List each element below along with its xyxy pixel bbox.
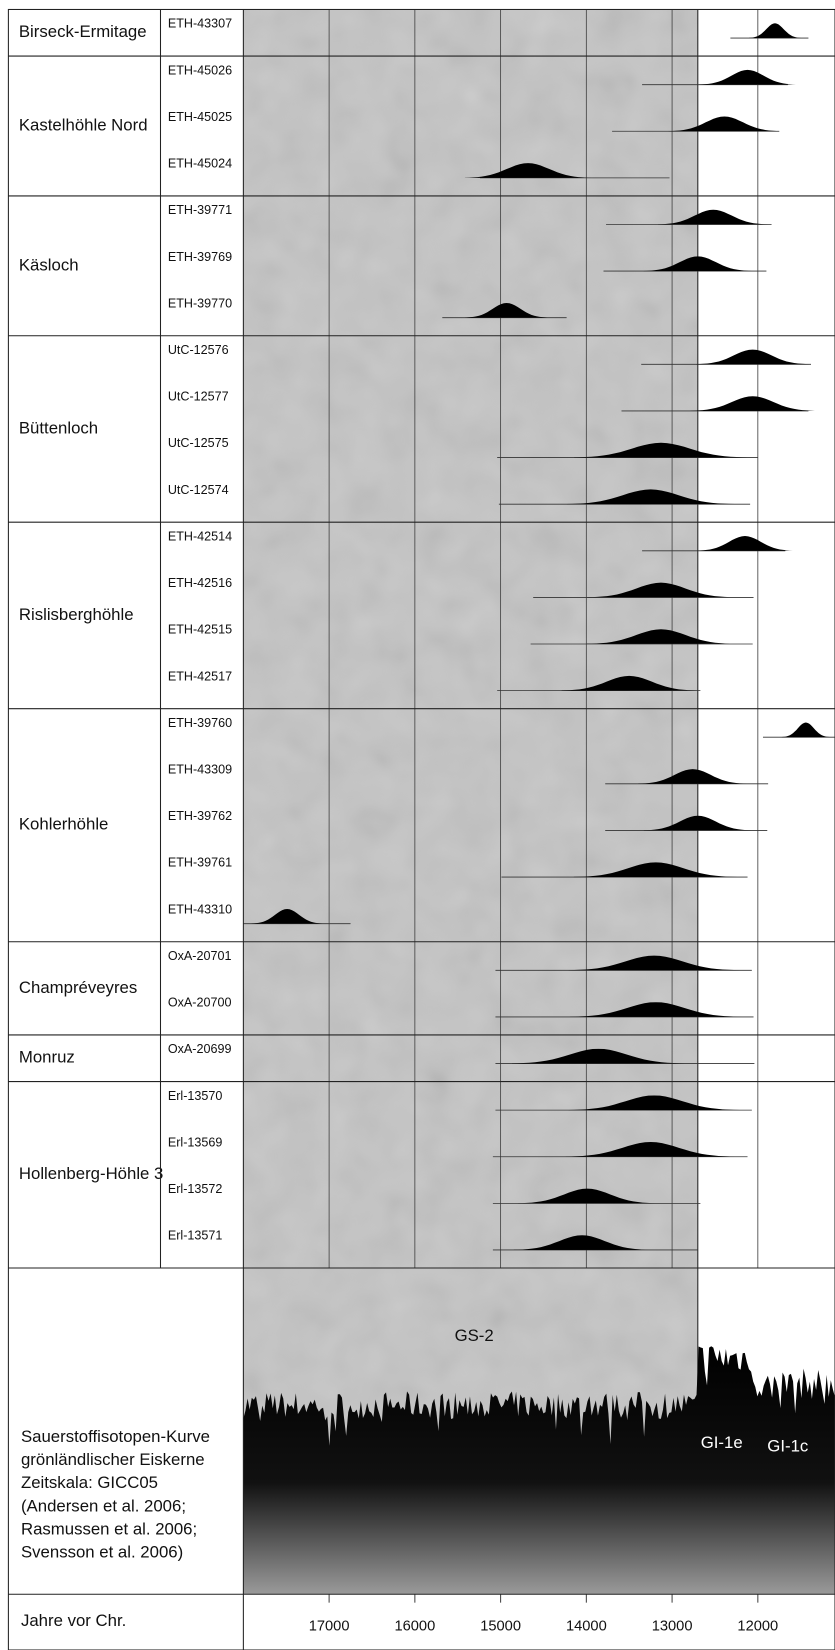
site-label: Kastelhöhle Nord: [19, 115, 148, 134]
sample-label: Erl-13571: [168, 1229, 223, 1243]
x-tick-label: 17000: [309, 1619, 350, 1635]
probability-peak: [565, 1142, 736, 1157]
site-label: Rislisberghöhle: [19, 605, 134, 624]
isotope-area: [243, 1346, 835, 1595]
sample-label: UtC-12576: [168, 343, 229, 357]
probability-peak: [569, 1002, 742, 1017]
sample-label: UtC-12577: [168, 390, 229, 404]
probability-peak: [251, 908, 323, 924]
probability-peak: [781, 722, 830, 738]
probability-peak: [643, 256, 753, 272]
sample-label: ETH-43307: [168, 17, 232, 31]
x-tick-label: 14000: [566, 1619, 607, 1635]
probability-peak: [513, 1235, 651, 1250]
probability-peak: [690, 396, 815, 411]
isotope-curve: [243, 1346, 835, 1595]
site-label: Hollenberg-Höhle 3: [19, 1164, 164, 1183]
sample-label: Erl-13572: [168, 1182, 223, 1196]
sample-label: ETH-45025: [168, 110, 232, 124]
probability-peak: [517, 1188, 657, 1204]
sample-label: ETH-43309: [168, 762, 232, 776]
frame: [7, 8, 835, 1650]
sample-label: ETH-39770: [168, 296, 232, 310]
probability-peak: [697, 536, 793, 551]
probability-peak: [638, 769, 747, 784]
probability-peak: [668, 116, 781, 132]
sample-label: ETH-39771: [168, 203, 232, 217]
curve-caption: Rasmussen et al. 2006;: [21, 1519, 197, 1538]
site-label: Kohlerhöhle: [19, 815, 109, 834]
probability-peak: [696, 349, 810, 365]
x-tick-label: 12000: [737, 1619, 778, 1635]
curve-label: GI-1e: [701, 1433, 743, 1452]
sample-label: OxA-20699: [168, 1042, 232, 1056]
curve-caption: grönländlischer Eiskerne: [21, 1450, 205, 1469]
probability-peak: [658, 209, 769, 225]
probability-peak: [748, 23, 802, 39]
rows: Birseck-Ermitage ETH-43307 Kastelhöhle Nor…: [8, 17, 835, 1251]
probability-peak: [561, 675, 697, 691]
probability-peak: [566, 489, 735, 505]
probability-peak: [586, 629, 735, 645]
background: [243, 9, 699, 1595]
sample-label: OxA-20700: [168, 996, 232, 1010]
sample-label: ETH-42516: [168, 576, 232, 590]
sample-label: UtC-12574: [168, 483, 229, 497]
probability-peak: [465, 302, 548, 318]
probability-peak: [643, 815, 752, 831]
probability-peak: [568, 1095, 740, 1111]
curve-caption: (Andersen et al. 2006;: [21, 1496, 186, 1515]
curve-label: GS-2: [455, 1326, 494, 1345]
sample-label: ETH-42514: [168, 529, 232, 543]
gs2-texture: [243, 9, 698, 1595]
sample-label: ETH-39760: [168, 716, 232, 730]
curve-caption: Zeitskala: GICC05: [21, 1473, 158, 1492]
site-label: Käsloch: [19, 255, 79, 274]
probability-peak: [698, 69, 797, 85]
site-label: Birseck-Ermitage: [19, 22, 147, 41]
probability-peak: [512, 1048, 685, 1064]
sample-label: ETH-39762: [168, 809, 232, 823]
probability-peak: [574, 442, 748, 458]
sample-label: ETH-39769: [168, 250, 232, 264]
x-tick-label: 13000: [652, 1619, 693, 1635]
sample-label: ETH-39761: [168, 856, 232, 870]
curve-label: GI-1c: [767, 1436, 808, 1455]
site-label: Monruz: [19, 1048, 75, 1067]
sample-label: ETH-45026: [168, 63, 232, 77]
site-label: Champréveyres: [19, 978, 137, 997]
curve-caption: Svensson et al. 2006): [21, 1543, 183, 1562]
sample-label: UtC-12575: [168, 436, 229, 450]
sample-label: ETH-42515: [168, 623, 232, 637]
sample-label: Erl-13569: [168, 1135, 223, 1149]
x-axis-label: Jahre vor Chr.: [21, 1611, 126, 1630]
sample-label: ETH-42517: [168, 669, 232, 683]
site-label: Büttenloch: [19, 418, 98, 437]
sample-label: Erl-13570: [168, 1089, 223, 1103]
curve-caption: Sauerstoffisotopen-Kurve: [21, 1427, 210, 1446]
x-tick-label: 16000: [394, 1619, 435, 1635]
sample-label: OxA-20701: [168, 949, 232, 963]
probability-peak: [573, 862, 738, 878]
x-tick-label: 15000: [480, 1619, 521, 1635]
probability-peak: [568, 955, 740, 971]
sample-label: ETH-43310: [168, 902, 232, 916]
probability-peak: [587, 582, 735, 598]
probability-peak: [464, 163, 592, 178]
sample-label: ETH-45024: [168, 157, 232, 171]
